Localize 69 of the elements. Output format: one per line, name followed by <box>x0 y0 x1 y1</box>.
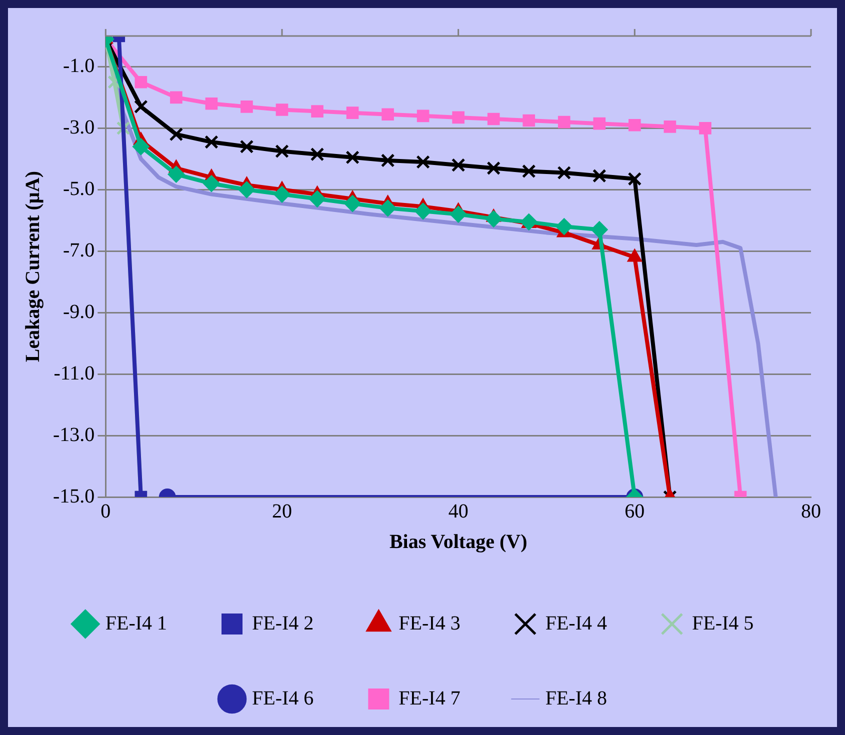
point <box>628 172 642 186</box>
point <box>592 168 606 183</box>
point <box>204 135 218 149</box>
point <box>169 127 184 142</box>
legend-label: FE-I4 1 <box>105 612 168 634</box>
point <box>452 111 464 124</box>
legend-label: FE-I4 7 <box>398 687 460 710</box>
y-tick-label: -5.0 <box>62 178 95 200</box>
point <box>310 147 324 162</box>
point <box>558 116 570 128</box>
y-tick-label: -13.0 <box>52 424 95 446</box>
point <box>556 218 573 236</box>
y-tick-label: -9.0 <box>62 300 95 323</box>
point <box>273 186 290 203</box>
point <box>202 175 220 192</box>
y-tick-label: -3.0 <box>62 116 95 138</box>
x-axis-title: Bias Voltage (V) <box>389 531 528 554</box>
point <box>451 158 466 172</box>
point <box>168 166 185 183</box>
x-tick-label: 20 <box>272 500 292 522</box>
point <box>205 97 218 110</box>
point <box>522 164 536 178</box>
point <box>664 120 676 133</box>
point <box>557 166 572 180</box>
point <box>522 114 536 127</box>
x-tick-label: 40 <box>448 500 468 522</box>
point <box>380 154 395 168</box>
point <box>487 112 500 126</box>
y-tick-label: -11.0 <box>54 362 95 384</box>
point <box>134 76 148 88</box>
point <box>450 206 467 223</box>
x-tick-label: 0 <box>100 500 111 522</box>
legend-label: FE-I4 8 <box>545 687 607 710</box>
y-axis-title: Leakage Current (µA) <box>22 170 44 362</box>
point <box>240 140 254 154</box>
point <box>346 106 359 119</box>
point <box>275 144 289 158</box>
point <box>132 138 150 156</box>
point <box>486 161 501 176</box>
point <box>311 105 324 118</box>
point <box>416 155 430 169</box>
point <box>346 150 360 164</box>
legend-label: FE-I4 3 <box>398 612 460 634</box>
point <box>628 118 641 132</box>
point <box>593 117 606 130</box>
y-tick-label: -15.0 <box>52 485 95 508</box>
point <box>414 202 432 220</box>
legend-label: FE-I4 6 <box>252 687 314 710</box>
point <box>627 248 642 262</box>
point <box>134 100 148 114</box>
x-tick-label: 80 <box>801 500 821 522</box>
point <box>170 91 182 104</box>
point <box>379 200 396 217</box>
legend-label: FE-I4 2 <box>252 612 314 634</box>
point <box>416 110 430 122</box>
point <box>308 190 326 208</box>
point <box>276 104 288 116</box>
legend-label: FE-I4 4 <box>545 612 607 634</box>
point <box>238 181 256 198</box>
point <box>590 221 608 238</box>
y-tick-label: -1.0 <box>62 54 95 77</box>
x-tick-label: 60 <box>624 500 645 522</box>
point <box>485 210 502 228</box>
point <box>344 194 362 212</box>
y-tick-label: -7.0 <box>62 239 95 262</box>
legend-label: FE-I4 5 <box>692 612 754 634</box>
point <box>240 100 253 113</box>
point <box>382 108 394 121</box>
point <box>699 122 712 134</box>
